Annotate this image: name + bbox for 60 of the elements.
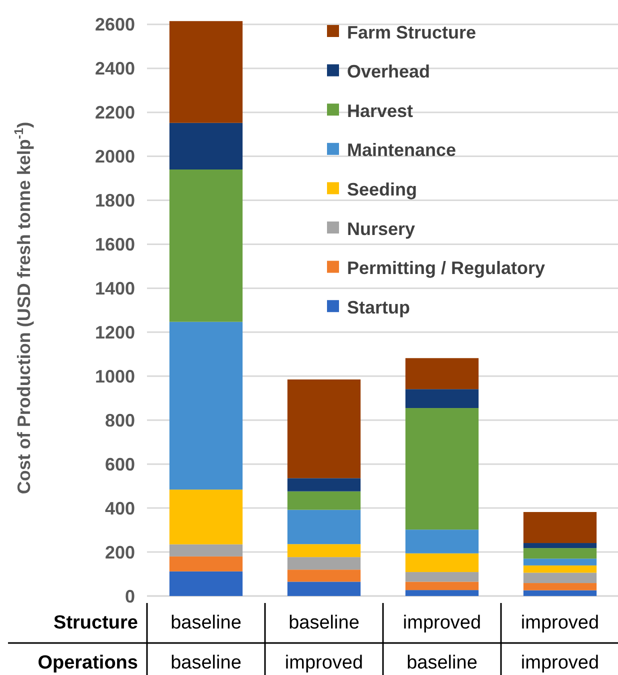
bar (169, 490, 243, 544)
legend-label: Startup (347, 297, 410, 318)
bar (287, 570, 361, 582)
y-tick-label: 0 (124, 586, 135, 606)
bar (169, 21, 243, 123)
y-tick-label: 2000 (94, 146, 135, 167)
legend-label: Harvest (347, 100, 414, 121)
x-tick-label: improved improved (520, 612, 600, 674)
y-tick-label: 200 (104, 542, 135, 562)
bar (169, 571, 243, 596)
bar (405, 389, 479, 408)
y-tick-label: 1600 (94, 234, 135, 255)
bar (405, 590, 479, 596)
legend-label: Seeding (347, 180, 418, 200)
x-tick-label: baseline improved (284, 612, 364, 674)
bar (405, 572, 479, 582)
bar (287, 510, 361, 544)
y-tick-label: 1800 (94, 190, 135, 211)
y-tick-label: 1200 (94, 322, 135, 342)
x-tick-label: baseline baseline (170, 612, 242, 674)
bar (169, 322, 243, 490)
legend-label: Maintenance (347, 140, 456, 160)
y-tick-label: 2600 (94, 14, 135, 35)
legend-label: Nursery (347, 218, 416, 239)
y-tick-label: 2400 (94, 58, 135, 79)
y-tick-label: 600 (104, 454, 135, 474)
bar (405, 408, 479, 530)
y-tick-label: 1400 (94, 278, 135, 299)
bar (169, 544, 243, 556)
y-tick-label: 400 (104, 498, 135, 518)
bar (523, 548, 597, 559)
text: Operations (38, 652, 138, 674)
bar (287, 582, 361, 596)
text: Structure (54, 612, 138, 634)
bar (405, 530, 479, 554)
bar (523, 543, 597, 548)
bar (523, 565, 597, 573)
bar (405, 358, 479, 390)
bar (287, 379, 361, 478)
bar (523, 512, 597, 544)
legend-label: Permitting / Regulatory (347, 258, 546, 278)
bar (169, 122, 243, 170)
bar (523, 590, 597, 596)
bar (287, 557, 361, 570)
bar (287, 478, 361, 492)
bar (523, 583, 597, 590)
bar (287, 544, 361, 558)
bar (523, 558, 597, 566)
bar (169, 169, 243, 322)
bar (405, 553, 479, 572)
bar (169, 556, 243, 572)
bar (287, 491, 361, 510)
y-tick-label: 1000 (94, 366, 135, 386)
legend-label: Overhead (347, 62, 430, 82)
bar (405, 582, 479, 590)
y-tick-label: 800 (104, 410, 135, 430)
legend-label: Farm Structure (347, 22, 476, 42)
bar (523, 572, 597, 584)
x-tick-label: improved baseline (402, 612, 482, 674)
y-tick-label: 2200 (94, 102, 135, 123)
